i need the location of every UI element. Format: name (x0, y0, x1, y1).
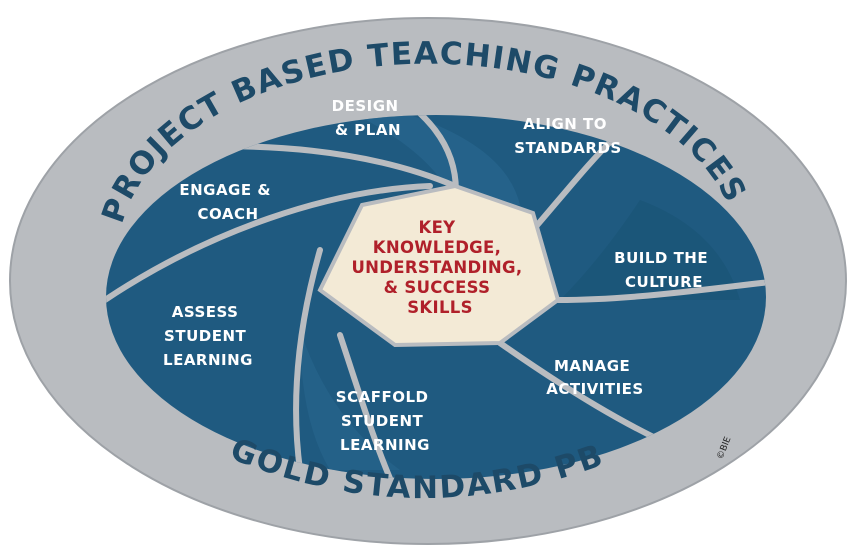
segment-align-standards: ALIGN TO STANDARDS (514, 115, 621, 157)
segment-build-culture: BUILD THE CULTURE (614, 249, 714, 291)
center-heptagon (317, 183, 561, 348)
center-label: KEY KNOWLEDGE, UNDERSTANDING, & SUCCESS … (351, 218, 528, 317)
center-line-1: KEY (419, 218, 457, 237)
center-line-2: KNOWLEDGE, (373, 238, 501, 257)
segment-design-plan: DESIGN & PLAN (332, 97, 405, 139)
center-line-5: SKILLS (407, 298, 473, 317)
segment-assess-learning: ASSESS STUDENT LEARNING (163, 303, 253, 369)
center-line-4: & SUCCESS (384, 278, 491, 297)
center-line-3: UNDERSTANDING, (351, 258, 522, 277)
segment-scaffold-learning: SCAFFOLD STUDENT LEARNING (336, 388, 434, 454)
segment-manage-activities: MANAGE ACTIVITIES (546, 357, 643, 398)
segment-engage-coach: ENGAGE & COACH (179, 181, 276, 223)
